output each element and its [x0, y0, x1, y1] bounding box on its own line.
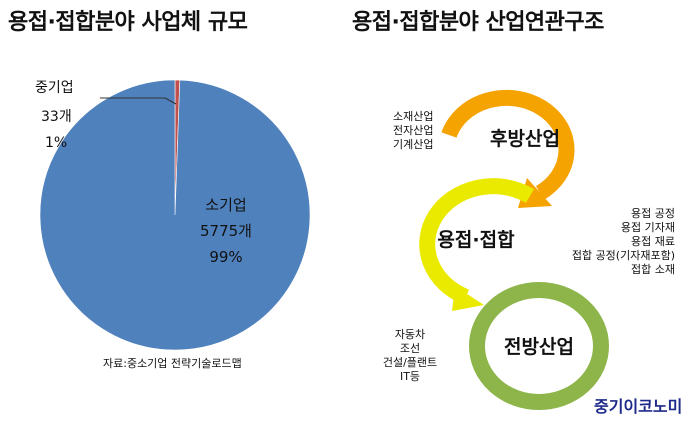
pie-chart-title: 용접·접합분야 사업체 규모 [8, 10, 248, 35]
pie-slice-1 [39, 79, 311, 351]
back-industry-examples: 소재산업 전자산업 기계산업 [393, 110, 433, 152]
pie-chart [39, 79, 311, 351]
example-item: 자동차 [394, 328, 426, 341]
slice-label-small-count: 5775개 [200, 222, 252, 240]
arrow-head [452, 286, 484, 311]
slice-label-medium-name: 중기업 [35, 80, 74, 96]
example-item: 조선 [399, 342, 421, 355]
ring-welding: 용접·접합 [419, 178, 535, 311]
slice-label-medium-percent: 1% [45, 135, 67, 151]
stage-label-welding: 용접·접합 [437, 229, 515, 251]
example-item: 기계산업 [393, 138, 434, 151]
example-item: 용접 기자재 [620, 221, 675, 234]
example-item: 접합 소재 [631, 263, 675, 276]
slice-label-small-name: 소기업 [205, 196, 246, 214]
source-note: 자료:중소기업 전략기술로드맵 [103, 357, 242, 370]
example-item: 용접 공정 [631, 207, 675, 220]
example-item: 소재산업 [393, 110, 434, 123]
diagram-title: 용접·접합분야 산업연관구조 [352, 10, 604, 35]
example-item: 용접 재료 [631, 235, 675, 248]
stage-label-front: 전방산업 [504, 336, 574, 358]
example-item: 접합 공정(기자재포함) [571, 249, 675, 262]
example-item: 건설/플랜트 [382, 356, 438, 369]
leader-line-tick [164, 97, 177, 105]
example-item: IT등 [399, 370, 421, 383]
example-item: 전자산업 [393, 124, 434, 137]
welding-examples: 용접 공정 용접 기자재 용접 재료 접합 공정(기자재포함) 접합 소재 [555, 207, 675, 277]
ring-front-industry: 전방산업 [469, 282, 609, 410]
brand-logo-text: 중기이코노미 [594, 397, 683, 416]
stage-label-back: 후방산업 [490, 128, 560, 150]
front-industry-examples: 자동차 조선 건설/플랜트 IT등 [370, 328, 450, 384]
slice-label-medium-count: 33개 [41, 109, 72, 125]
slice-label-small-percent: 99% [209, 248, 242, 266]
